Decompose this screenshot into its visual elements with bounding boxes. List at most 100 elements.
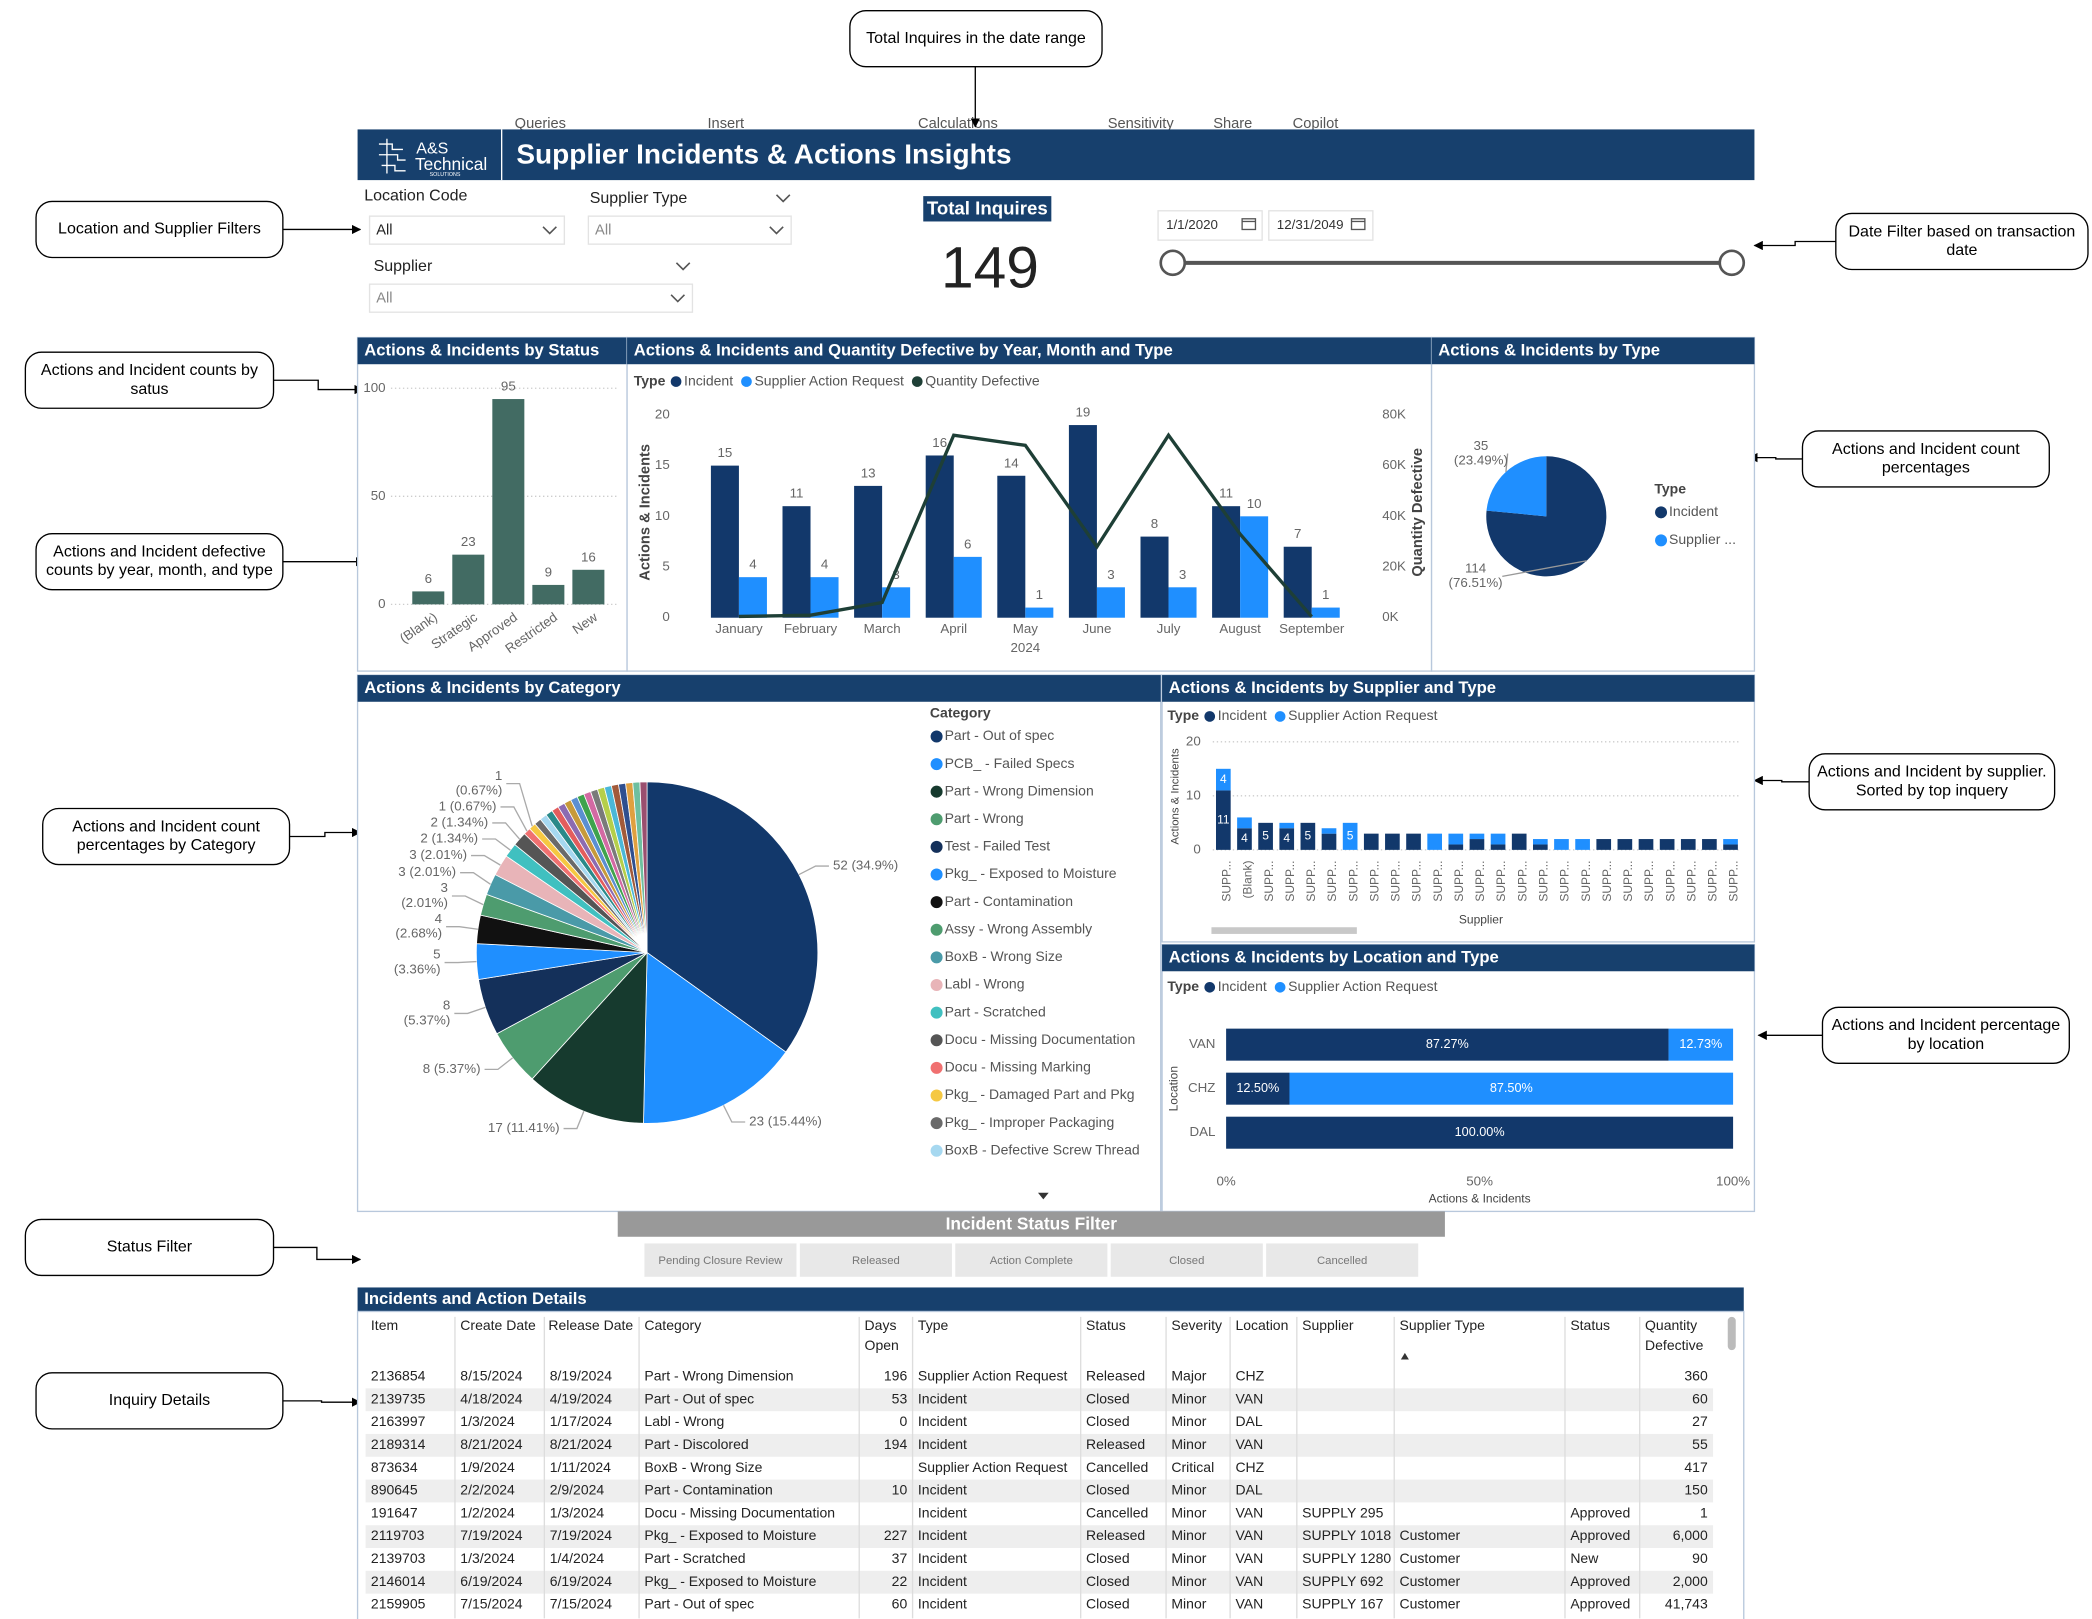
annotation-text: Sorted by top inquery bbox=[1856, 782, 2008, 799]
leader-line bbox=[471, 854, 501, 866]
data-label: 5 bbox=[433, 947, 440, 962]
table-cell: 2163997 bbox=[371, 1413, 426, 1429]
table-cell: 53 bbox=[892, 1390, 908, 1406]
legend-marker bbox=[930, 1117, 943, 1130]
y-tick-label: 100 bbox=[363, 380, 385, 395]
bar-segment bbox=[1532, 839, 1548, 845]
table-cell: VAN bbox=[1235, 1573, 1263, 1589]
table-cell: Minor bbox=[1171, 1413, 1206, 1429]
legend-label: Part - Wrong Dimension bbox=[945, 782, 1094, 798]
table-cell: VAN bbox=[1235, 1596, 1263, 1612]
leader-line bbox=[460, 872, 491, 885]
pie-slice bbox=[1486, 456, 1547, 517]
table-cell: 8/21/2024 bbox=[460, 1436, 522, 1452]
legend-marker bbox=[1655, 506, 1668, 519]
date-slider-handle[interactable] bbox=[1718, 249, 1746, 277]
legend-label: BoxB - Defective Screw Thread bbox=[945, 1141, 1140, 1157]
date-input[interactable] bbox=[1268, 210, 1374, 241]
table-cell: 150 bbox=[1684, 1482, 1708, 1498]
chevron bbox=[769, 226, 784, 235]
bar-segment bbox=[1469, 833, 1485, 840]
annotation-arrow bbox=[282, 1397, 362, 1407]
bar-segment bbox=[1617, 839, 1633, 850]
annotation-text: Status Filter bbox=[107, 1239, 193, 1256]
column-header: Item bbox=[371, 1317, 398, 1333]
ribbon-tab: Insert bbox=[707, 116, 744, 132]
table-title: Incidents and Action Details bbox=[364, 1289, 586, 1308]
legend-marker bbox=[1204, 711, 1216, 722]
date-input[interactable] bbox=[1157, 210, 1263, 241]
status-button[interactable] bbox=[1266, 1243, 1419, 1277]
annotation-arrow bbox=[1753, 775, 1810, 786]
data-label: 12.73% bbox=[1679, 1037, 1722, 1051]
legend-marker bbox=[1274, 981, 1286, 993]
table-cell: 194 bbox=[884, 1436, 908, 1452]
scrollbar[interactable] bbox=[1211, 927, 1357, 934]
annotation-text: Actions and Incident count bbox=[72, 818, 260, 835]
filter-dropdown[interactable] bbox=[587, 215, 792, 245]
table-cell: 55 bbox=[1692, 1436, 1708, 1452]
table-cell: 6/19/2024 bbox=[550, 1573, 612, 1589]
table-scrollbar[interactable] bbox=[1727, 1316, 1736, 1351]
bar bbox=[1240, 516, 1269, 618]
legend-label: Incident bbox=[1218, 707, 1267, 723]
line-series bbox=[738, 432, 1313, 619]
legend-title: Type bbox=[1167, 978, 1199, 994]
data-label: 15 bbox=[717, 445, 732, 460]
legend-label: Test - Failed Test bbox=[945, 838, 1051, 854]
legend-title: Type bbox=[1654, 480, 1686, 496]
filter-dropdown[interactable] bbox=[368, 215, 566, 245]
chevron bbox=[670, 294, 686, 303]
leader-line bbox=[484, 1057, 514, 1071]
table-cell: 1/9/2024 bbox=[460, 1459, 515, 1475]
status-button[interactable] bbox=[955, 1243, 1108, 1277]
table-row-stripe bbox=[365, 1388, 1714, 1412]
pie-slice bbox=[646, 781, 819, 1053]
status-button[interactable] bbox=[799, 1243, 952, 1277]
bar-segment bbox=[1300, 822, 1316, 850]
bar-segment bbox=[1406, 833, 1421, 850]
legend-marker bbox=[741, 376, 752, 387]
column-header: Create Date bbox=[460, 1317, 536, 1333]
x-tick-label: March bbox=[864, 621, 901, 636]
table-cell: Cancelled bbox=[1086, 1504, 1148, 1520]
bar-segment bbox=[1279, 822, 1295, 829]
bar bbox=[1140, 536, 1169, 618]
table-cell: Pkg_ - Exposed to Moisture bbox=[644, 1573, 816, 1589]
table-cell: 7/15/2024 bbox=[460, 1596, 522, 1612]
filter-label: Location Code bbox=[364, 187, 467, 204]
status-button[interactable] bbox=[1110, 1243, 1263, 1277]
annotation-text: satus bbox=[130, 381, 168, 398]
bar bbox=[997, 475, 1026, 618]
sort-indicator[interactable] bbox=[1400, 1352, 1409, 1360]
filter-dropdown[interactable] bbox=[368, 283, 694, 313]
y-tick-label: DAL bbox=[1190, 1124, 1216, 1139]
data-label: 1 bbox=[1036, 587, 1043, 602]
table-cell: Released bbox=[1086, 1527, 1145, 1543]
bar-segment bbox=[1469, 839, 1485, 850]
table-cell: 2189314 bbox=[371, 1436, 426, 1452]
pie-slice bbox=[1486, 456, 1607, 577]
table-cell: Supplier Action Request bbox=[918, 1368, 1068, 1384]
bar-segment bbox=[1279, 828, 1295, 850]
x-tick-label: SUPP... bbox=[1325, 861, 1339, 902]
date-slider-handle[interactable] bbox=[1159, 249, 1187, 277]
table-cell: Minor bbox=[1171, 1550, 1206, 1566]
logo-icon bbox=[378, 138, 406, 174]
table-cell: Customer bbox=[1400, 1573, 1461, 1589]
status-button-label: Action Complete bbox=[990, 1255, 1073, 1267]
table-cell: 90 bbox=[1692, 1550, 1708, 1566]
table-cell: Approved bbox=[1570, 1573, 1630, 1589]
page-title: Supplier Incidents & Actions Insights bbox=[516, 139, 1011, 170]
x-tick-label: SUPP... bbox=[1600, 861, 1614, 902]
bar bbox=[1025, 607, 1054, 618]
table-cell: 60 bbox=[892, 1596, 908, 1612]
annotation-text: Total Inquires in the date range bbox=[866, 30, 1086, 47]
table-cell: Closed bbox=[1086, 1596, 1130, 1612]
card-label-bg bbox=[923, 196, 1052, 222]
data-label: 17 (11.41%) bbox=[488, 1120, 560, 1135]
legend-label: Supplier ... bbox=[1669, 531, 1736, 547]
legend-scroll-arrow[interactable] bbox=[1037, 1192, 1049, 1200]
annotation-text: Location and Supplier Filters bbox=[58, 221, 261, 238]
status-button[interactable] bbox=[644, 1243, 797, 1277]
